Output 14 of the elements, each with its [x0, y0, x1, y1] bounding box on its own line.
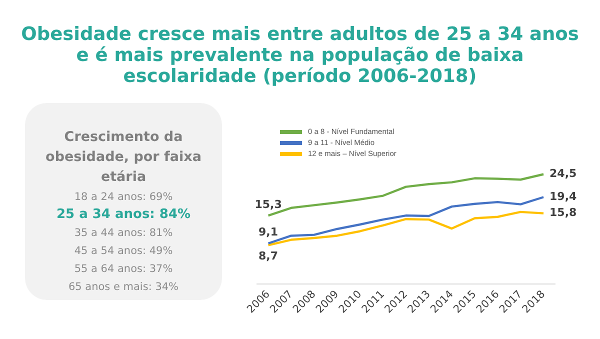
text: Crescimento da obesidade, por faixa etária — [44, 128, 202, 187]
text: 65 anos e mais: 34% — [67, 280, 180, 295]
data-label: 8,7 — [258, 250, 278, 263]
text: 18 a 24 anos: 69% — [73, 190, 174, 205]
data-label: 9,1 — [258, 226, 278, 239]
data-label: 15,8 — [550, 206, 577, 220]
data-label: 15,3 — [254, 198, 282, 211]
text: 55 a 64 anos: 37% — [73, 262, 174, 277]
text: 35 a 44 anos: 81% — [73, 226, 174, 241]
data-label: 19,4 — [550, 190, 578, 203]
chart-title: Obesidade cresce mais entre adultos de 25 a 34 anos e é mais prevalente na população de baixa escolaridade (período 2006-2018) — [20, 24, 580, 87]
text: 45 a 54 anos: 49% — [73, 244, 174, 259]
text: 25 a 34 anos: 84% — [55, 206, 192, 224]
data-label: 24,5 — [550, 167, 577, 180]
